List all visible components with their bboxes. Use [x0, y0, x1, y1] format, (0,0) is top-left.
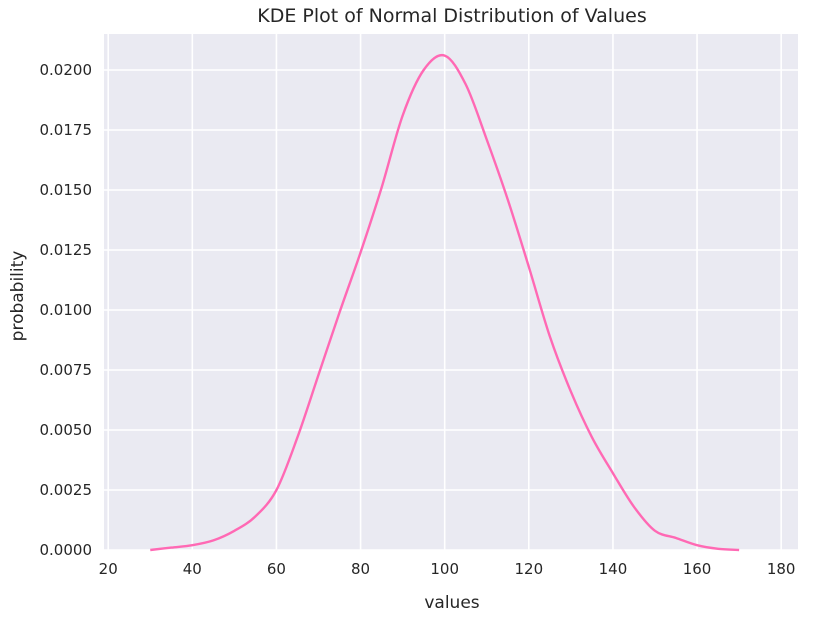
plot-area: [104, 34, 798, 550]
y-tick-label: 0.0150: [40, 181, 93, 199]
x-tick-label: 20: [99, 560, 118, 578]
kde-curve: [150, 53, 740, 552]
x-tick-label: 80: [351, 560, 370, 578]
y-tick-label: 0.0050: [40, 421, 93, 439]
x-tick-label: 100: [430, 560, 459, 578]
x-tick-label: 120: [514, 560, 543, 578]
x-axis-ticks: 20 40 60 80 100 120 140 160 180: [99, 560, 796, 578]
y-tick-label: 0.0200: [40, 61, 93, 79]
x-tick-label: 40: [183, 560, 202, 578]
y-axis-ticks: 0.0000 0.0025 0.0050 0.0075 0.0100 0.0125 0.01…: [40, 61, 93, 559]
x-tick-label: 180: [767, 560, 796, 578]
x-axis-label: values: [424, 593, 479, 613]
series-layer: [150, 53, 740, 552]
y-tick-label: 0.0000: [40, 541, 93, 559]
x-tick-label: 60: [267, 560, 286, 578]
y-tick-label: 0.0100: [40, 301, 93, 319]
y-tick-label: 0.0175: [40, 121, 93, 139]
y-tick-label: 0.0025: [40, 481, 93, 499]
y-tick-label: 0.0125: [40, 241, 93, 259]
grid-lines: [104, 34, 798, 551]
y-axis-label: probability: [8, 251, 28, 342]
x-tick-label: 160: [683, 560, 712, 578]
y-tick-label: 0.0075: [40, 361, 93, 379]
x-tick-label: 140: [599, 560, 628, 578]
chart-title: KDE Plot of Normal Distribution of Value…: [257, 5, 646, 27]
